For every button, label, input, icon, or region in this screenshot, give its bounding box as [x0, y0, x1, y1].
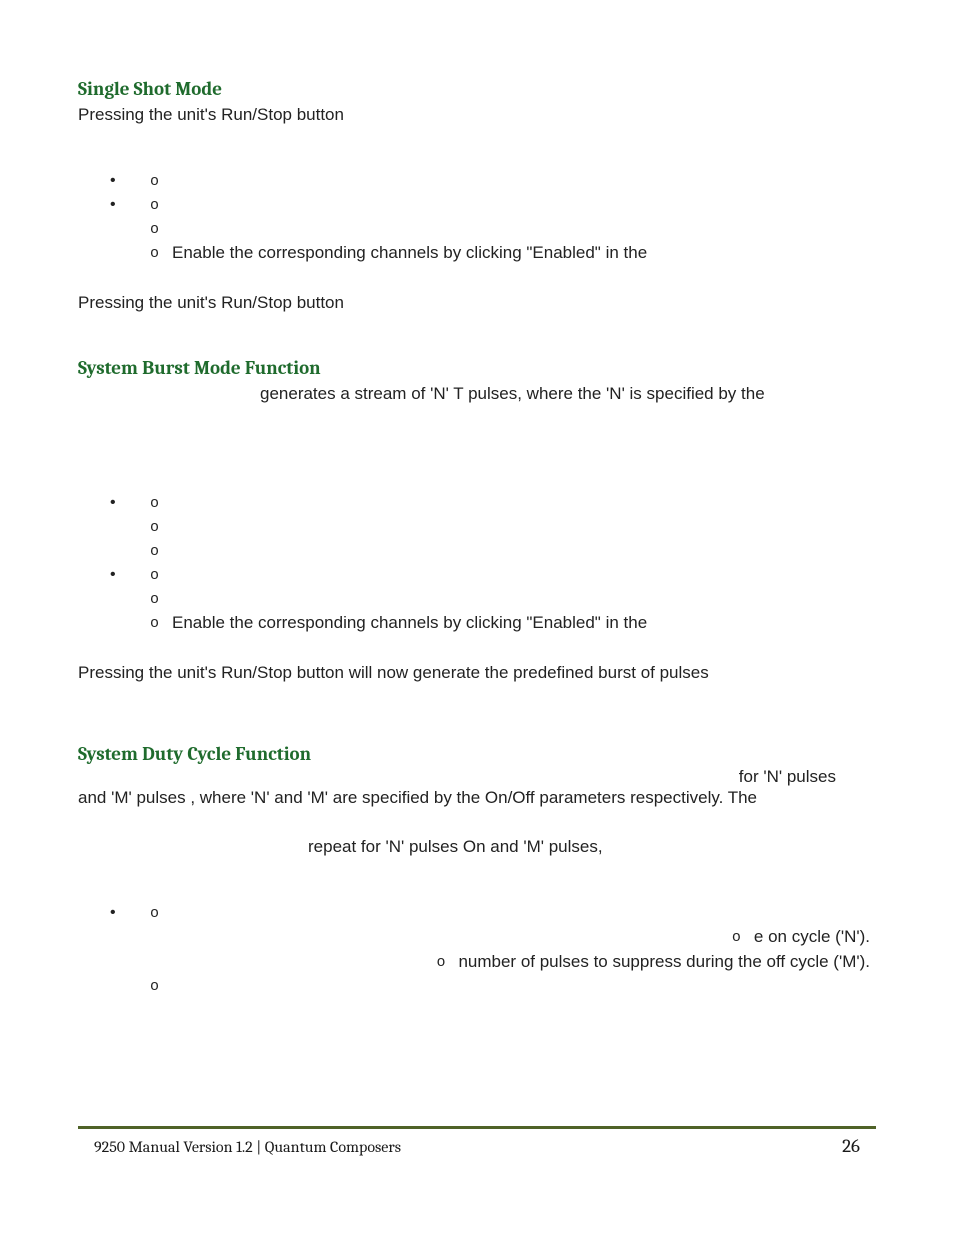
section2-bullet-list: Enable the corresponding channels by cli…: [130, 491, 876, 636]
section2-paragraph-1: generates a stream of 'N' T pulses, wher…: [78, 383, 876, 406]
section3-bullet-list: e on cycle ('N'). number of pulses to su…: [130, 901, 876, 998]
list-item: [168, 193, 876, 217]
page-content: Single Shot Mode Pressing the unit's Run…: [78, 78, 876, 998]
heading-single-shot-mode: Single Shot Mode: [78, 78, 876, 100]
page-footer: 9250 Manual Version 1.2 | Quantum Compos…: [78, 1126, 876, 1157]
section2-paragraph-2: Pressing the unit's Run/Stop button will…: [78, 662, 876, 685]
heading-system-duty-cycle: System Duty Cycle Function: [78, 743, 876, 765]
list-item: [168, 901, 876, 925]
list-item: e on cycle ('N'). number of pulses to su…: [130, 901, 876, 998]
list-item: [168, 539, 876, 563]
list-item: Enable the corresponding channels by cli…: [130, 193, 876, 266]
section3-paragraph-1: and 'M' pulses , where 'N' and 'M' are s…: [78, 787, 876, 810]
list-item: [168, 587, 876, 611]
list-item: [168, 515, 876, 539]
list-item: [168, 491, 876, 515]
list-item: [130, 491, 876, 563]
section1-bullet-list: Enable the corresponding channels by cli…: [130, 169, 876, 266]
list-item: [168, 974, 876, 998]
section1-paragraph-2: Pressing the unit's Run/Stop button: [78, 292, 876, 315]
list-item: Enable the corresponding channels by cli…: [168, 241, 876, 266]
footer-text: 9250 Manual Version 1.2 | Quantum Compos…: [94, 1138, 401, 1156]
list-item: number of pulses to suppress during the …: [168, 950, 876, 975]
heading-system-burst-mode: System Burst Mode Function: [78, 357, 876, 379]
list-item: [168, 169, 876, 193]
list-item: [168, 563, 876, 587]
list-item: [130, 169, 876, 193]
list-item: [168, 217, 876, 241]
page-number: 26: [842, 1135, 860, 1157]
section3-stray-right-1: for 'N' pulses: [739, 767, 836, 787]
section3-paragraph-2: repeat for 'N' pulses On and 'M' pulses,: [78, 836, 876, 859]
list-item: e on cycle ('N').: [168, 925, 876, 950]
section1-paragraph-1: Pressing the unit's Run/Stop button: [78, 104, 876, 127]
list-item: Enable the corresponding channels by cli…: [168, 611, 876, 636]
list-item: Enable the corresponding channels by cli…: [130, 563, 876, 636]
